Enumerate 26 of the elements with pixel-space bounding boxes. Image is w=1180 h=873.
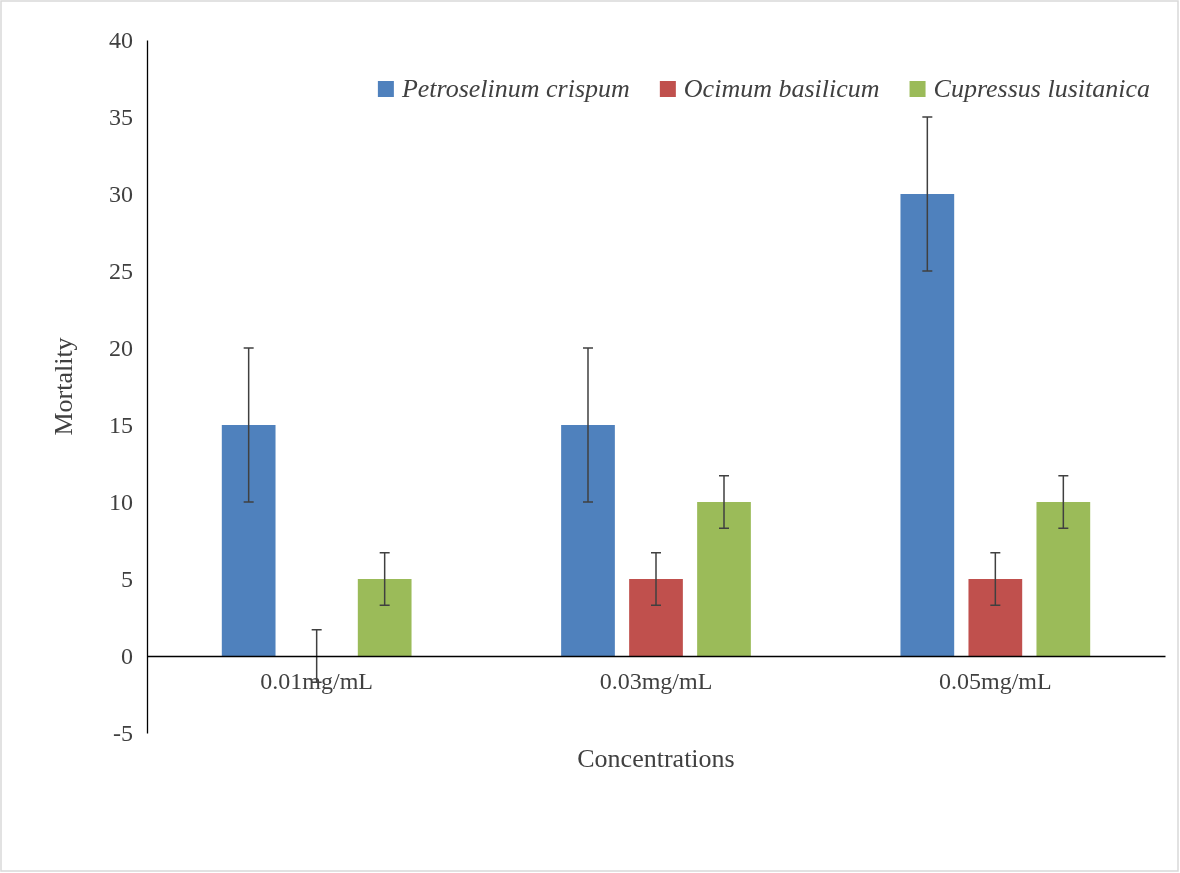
y-tick-label: 10 bbox=[109, 489, 133, 516]
y-tick-label: 35 bbox=[109, 104, 133, 131]
y-tick-label: 5 bbox=[121, 566, 133, 593]
x-axis-title: Concentrations bbox=[577, 744, 735, 773]
bar bbox=[561, 425, 615, 656]
legend-label: Ocimum basilicum bbox=[683, 74, 880, 103]
y-tick-label: 25 bbox=[109, 258, 133, 285]
bar bbox=[357, 579, 412, 656]
y-tick-label: 20 bbox=[109, 335, 133, 362]
bar bbox=[697, 502, 751, 656]
y-tick-label: 30 bbox=[109, 181, 133, 208]
legend-label: Petroselinum crispum bbox=[400, 74, 630, 103]
x-tick-label: 0.01mg/mL bbox=[260, 668, 373, 695]
bar bbox=[900, 194, 955, 656]
y-tick-label: 15 bbox=[109, 412, 133, 439]
y-tick-label: 0 bbox=[121, 643, 133, 670]
y-tick-label: 40 bbox=[109, 27, 133, 54]
y-axis-title: Mortality bbox=[49, 337, 78, 436]
legend-label: Cupressus lusitanica bbox=[933, 74, 1150, 103]
x-tick-label: 0.05mg/mL bbox=[939, 668, 1052, 695]
bar bbox=[1036, 502, 1091, 656]
y-tick-label: -5 bbox=[113, 720, 133, 747]
bar bbox=[629, 579, 683, 656]
x-tick-label: 0.03mg/mL bbox=[599, 668, 713, 695]
bar bbox=[221, 425, 276, 656]
bar bbox=[968, 579, 1023, 656]
